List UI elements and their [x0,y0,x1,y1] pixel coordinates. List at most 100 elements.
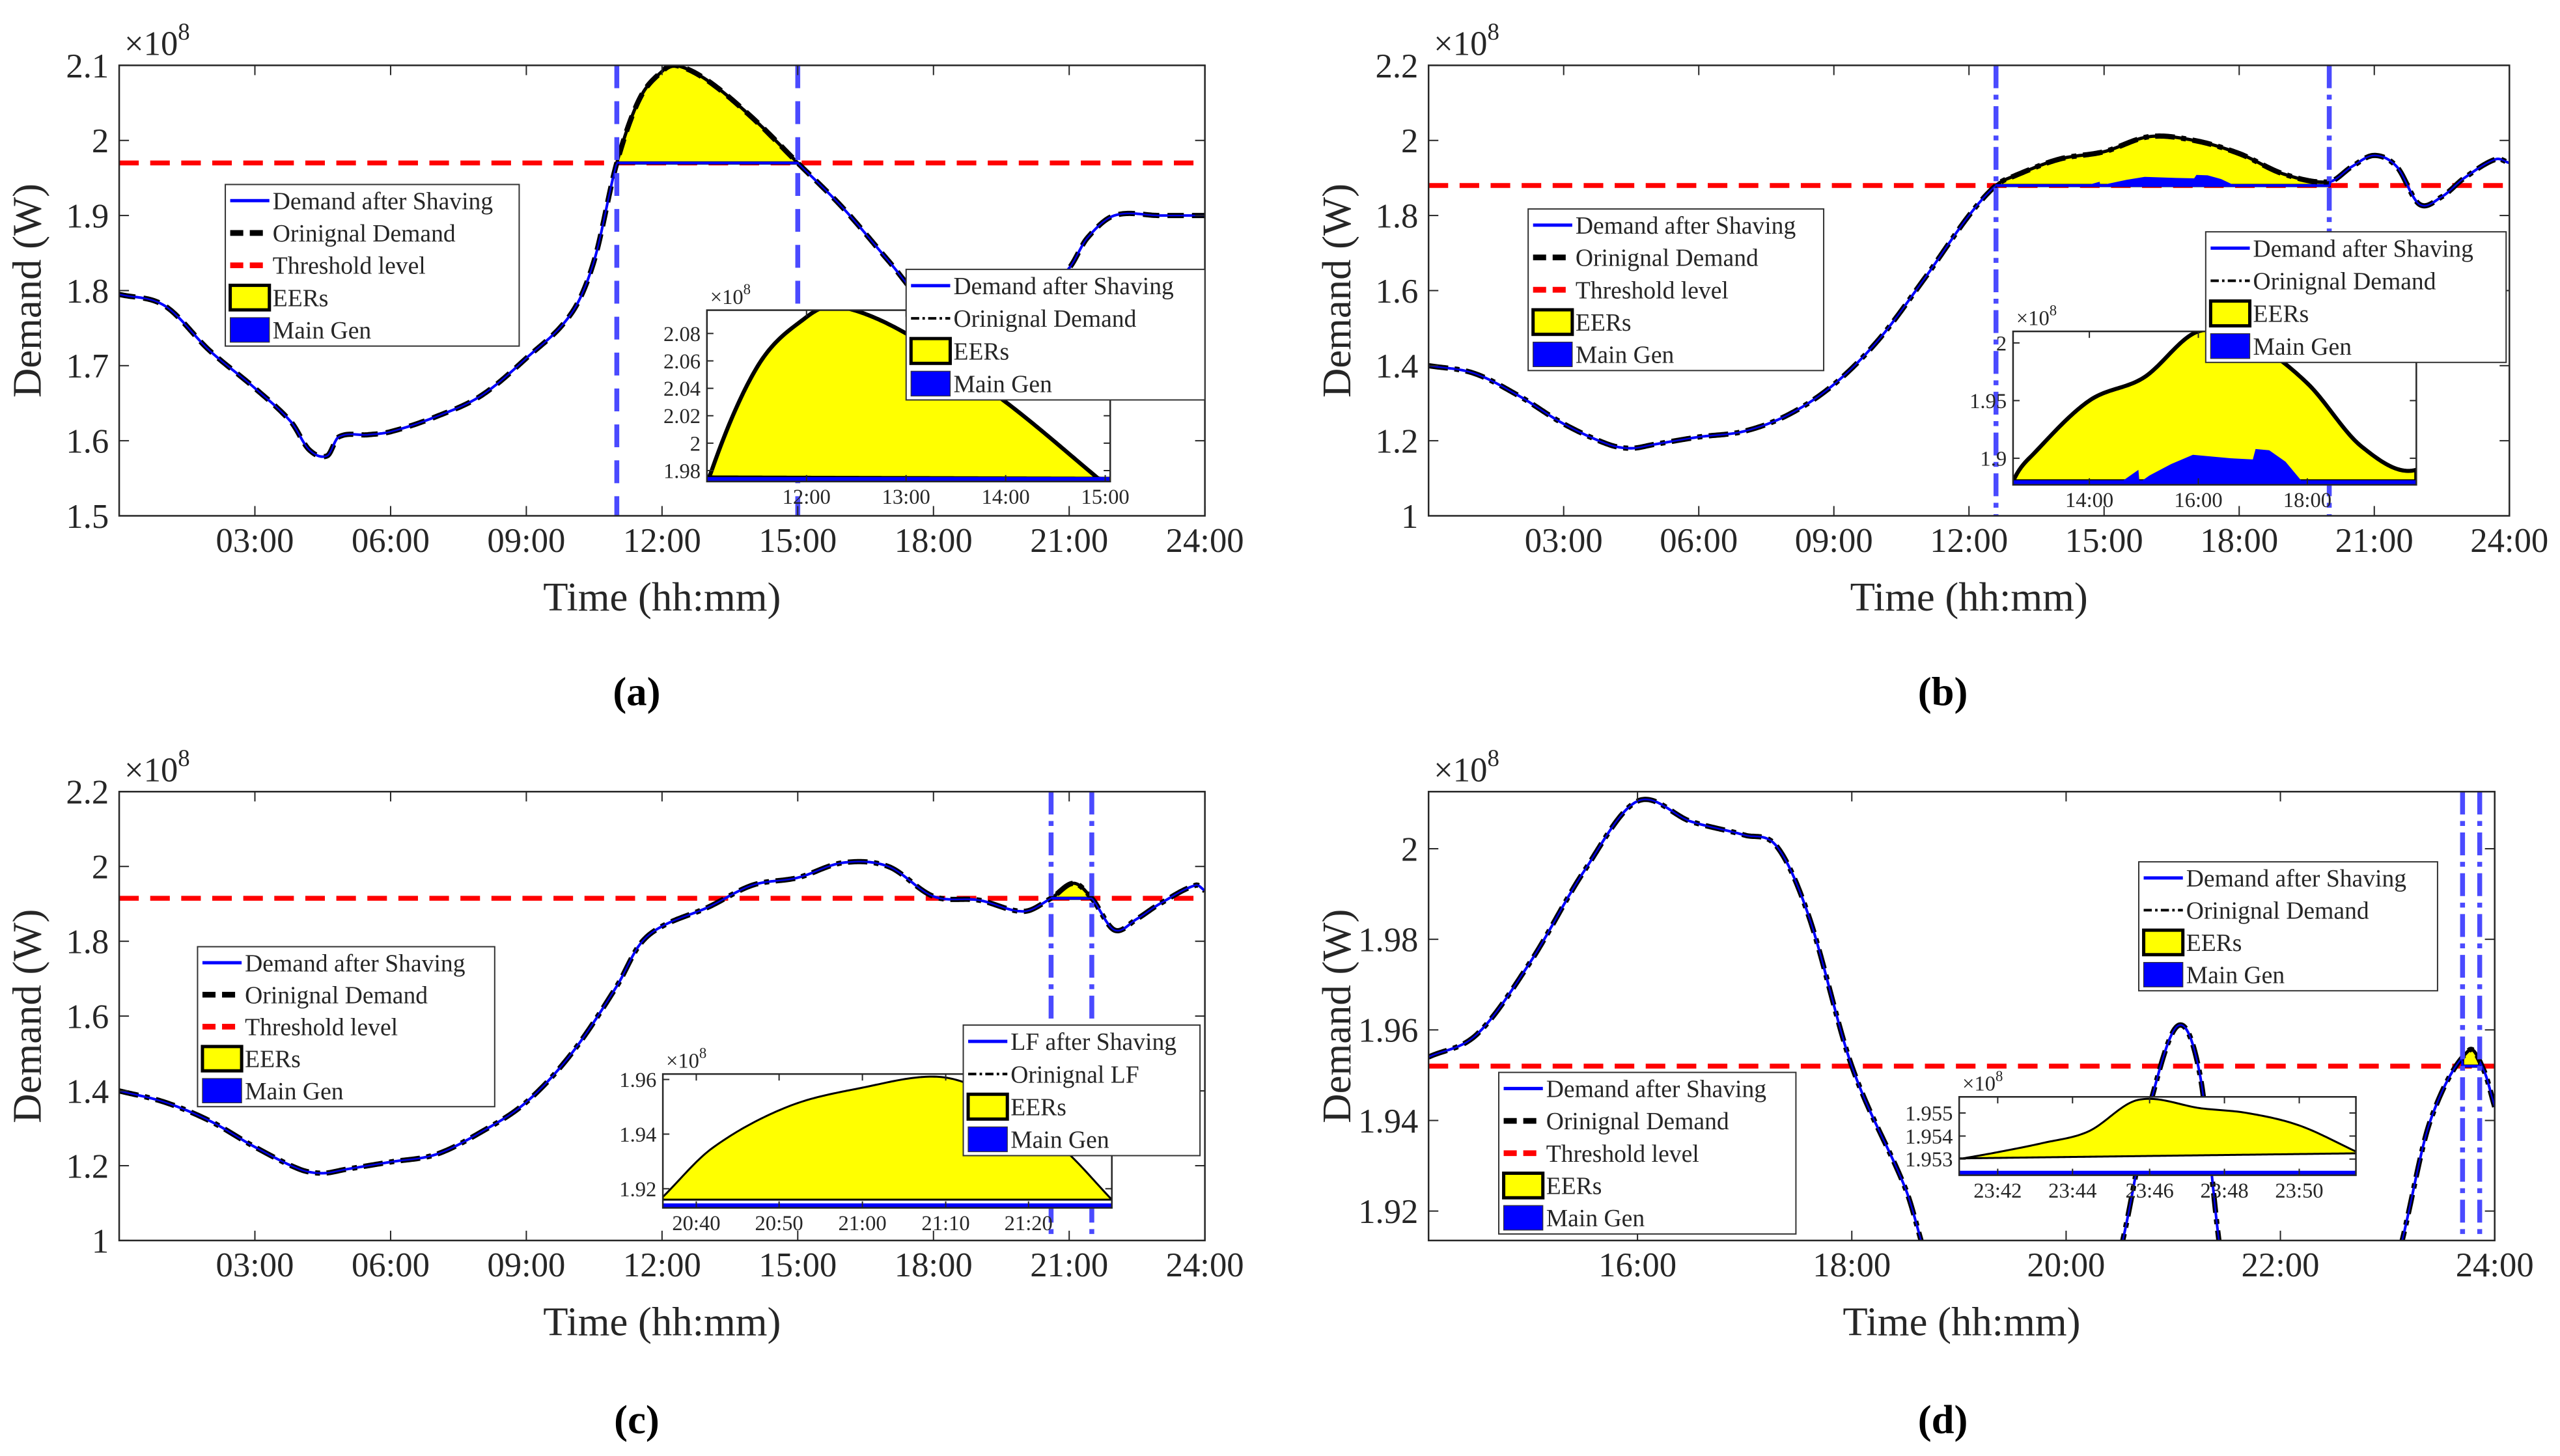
exponent-base: ×10 [124,25,178,63]
legend-label: Demand after Shaving [273,187,494,215]
legend-patch-yellow-icon [966,1092,1009,1121]
legend-label: Threshold level [273,253,426,280]
legend-patch-yellow-icon [909,337,952,365]
legend-label: Demand after Shaving [2186,865,2407,892]
x-tick-label: 24:00 [1166,522,1244,560]
legend-entry: LF after Shaving [968,1028,1176,1056]
legend-entry: Threshold level [202,1014,398,1041]
legend-patch-yellow-icon [1502,1172,1545,1200]
legend-patch-blue-icon [967,1126,1008,1153]
x-tick-label: 20:00 [2027,1246,2105,1284]
legend-box [2205,231,2507,363]
legend-patch-blue-icon [2143,962,2184,987]
x-axis-label: Time (hh:mm) [543,1298,781,1344]
y-tick-label: 1.94 [1358,1103,1418,1140]
legend-box [1527,208,1825,372]
exponent-base: ×10 [1434,25,1487,63]
legend-label: Orinignal LF [1010,1061,1139,1088]
legend-label: Demand after Shaving [1576,212,1796,240]
legend-entry: Orinignal Demand [1503,1108,1729,1135]
legend-entry: EERs [1531,308,1632,337]
legend-box [225,184,520,347]
legend-entry: EERs [2142,928,2242,957]
axis-exponent: ×108 [1434,745,1499,790]
x-axis-label: Time (hh:mm) [1850,574,2088,620]
x-tick-label: 15:00 [758,1246,837,1284]
x-tick-label: 09:00 [487,522,565,560]
legend-entry: Demand after Shaving [2143,865,2407,892]
x-tick-label: 15:00 [2065,522,2143,560]
legend-label: EERs [953,338,1009,365]
legend-label: Main Gen [245,1078,344,1105]
x-tick-label: 15:00 [1081,486,1129,509]
plot-area [1428,791,2495,1241]
x-tick-label: 24:00 [2470,522,2548,560]
legend-entry: Main Gen [202,1078,344,1105]
legend-entry: EERs [1502,1172,1602,1200]
inset-legend: Demand after Shaving Orinignal Demand EERs… [905,268,1206,401]
y-axis-label: Demand (W) [5,184,50,398]
main-gen-area [2086,174,2235,186]
legend-entry: Demand after Shaving [1503,1076,1767,1103]
x-tick-label: 12:00 [1930,522,2008,560]
x-tick-label: 03:00 [216,522,294,560]
x-axis-label: Time (hh:mm) [1843,1298,2080,1344]
legend-entry: Orinignal Demand [2143,898,2369,925]
legend-entry: Orinignal Demand [2210,268,2436,295]
legend-entry: Main Gen [910,371,1052,398]
legend-entry: Threshold level [1533,277,1729,304]
legend-label: Demand after Shaving [1546,1076,1767,1103]
exponent-base: ×10 [2016,307,2050,330]
legend-label: Main Gen [2253,333,2352,361]
legend-entry: Demand after Shaving [202,950,466,977]
legend-label: EERs [273,284,329,312]
axis-exponent: ×108 [124,745,190,790]
exponent-power: 8 [699,1045,706,1062]
legend-label: EERs [2253,301,2309,328]
inset-zoom: 14:00 16:00 18:00 1.9 1.95 2 ×108 [1969,303,2417,512]
y-tick-label: 1.98 [663,460,701,483]
axis-exponent: ×108 [2016,303,2057,331]
legend-label: Main Gen [1010,1127,1109,1154]
y-tick-label: 1 [1401,498,1418,536]
y-tick-label: 2.08 [663,323,701,346]
exponent-power: 8 [178,745,189,771]
legend-patch-yellow-icon [229,283,271,312]
x-tick-label: 16:00 [2174,489,2222,512]
x-tick-label: 21:00 [2335,522,2414,560]
exponent-power: 8 [1996,1068,2003,1084]
y-tick-label: 1.96 [619,1069,656,1092]
panel-caption: (a) [613,668,660,714]
exponent-power: 8 [1487,745,1499,771]
x-tick-label: 23:48 [2200,1179,2248,1203]
panel-c: 03:00 06:00 09:00 12:00 15:00 18:00 21:00 24:00… [5,745,1244,1442]
y-tick-label: 1.6 [66,423,109,461]
legend-entry: Main Gen [1503,1205,1645,1232]
x-tick-label: 06:00 [1660,522,1738,560]
legend-label: LF after Shaving [1010,1028,1176,1056]
y-tick-label: 1.2 [66,1147,109,1185]
inset-legend: LF after Shaving Orinignal LF EERs Main Gen [962,1024,1201,1157]
y-tick-label: 1.5 [66,498,109,536]
legend-patch-blue-icon [1503,1205,1544,1231]
legend-patch-blue-icon [2210,333,2251,359]
exponent-base: ×10 [666,1049,699,1073]
legend-entry: Demand after Shaving [1533,212,1796,240]
panel-caption: (c) [614,1397,660,1442]
x-tick-label: 23:42 [1973,1179,2022,1203]
x-tick-label: 21:00 [838,1212,886,1235]
x-tick-label: 23:50 [2275,1179,2323,1203]
x-tick-label: 18:00 [895,1246,973,1284]
y-tick-label: 1.2 [1376,423,1419,461]
exponent-base: ×10 [124,752,178,790]
x-tick-label: 06:00 [352,1246,430,1284]
x-axis-label: Time (hh:mm) [543,574,781,620]
x-tick-label: 21:20 [1005,1212,1053,1235]
exponent-base: ×10 [1434,752,1487,790]
x-tick-label: 18:00 [2200,522,2278,560]
x-tick-label: 06:00 [352,522,430,560]
main-legend: Demand after Shaving Orinignal Demand Thre… [197,946,495,1108]
y-tick-label: 1.8 [66,273,109,310]
y-tick-label: 1.6 [1376,273,1419,310]
inset-main-gen-area [2122,448,2302,483]
